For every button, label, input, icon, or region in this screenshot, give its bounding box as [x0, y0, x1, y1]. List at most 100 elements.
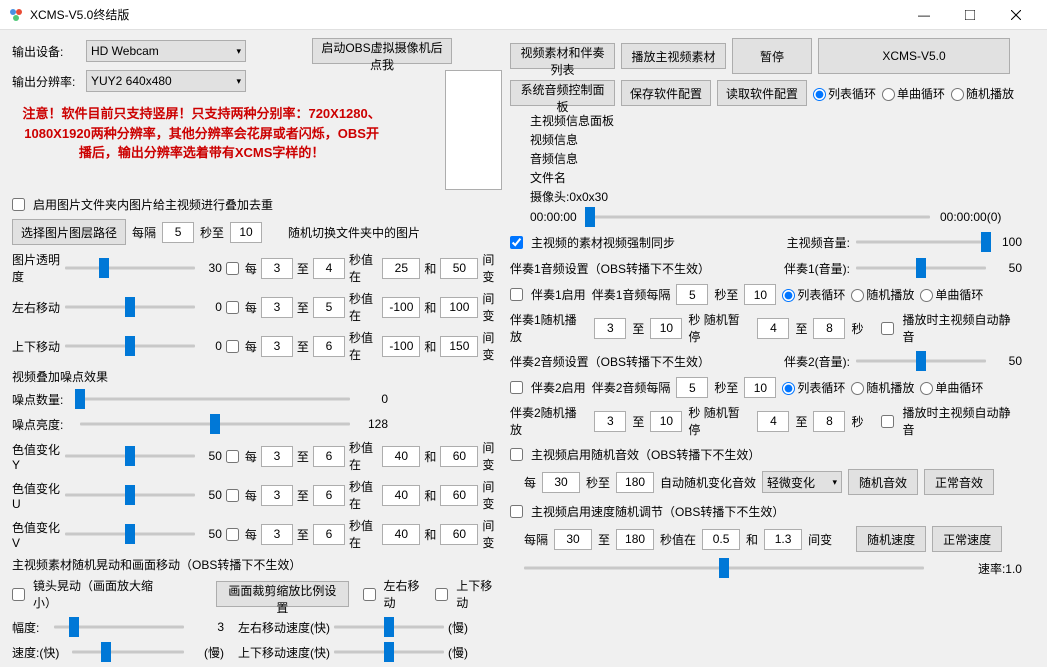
move-ud-check[interactable]	[435, 588, 448, 601]
t2a-input[interactable]	[676, 377, 708, 398]
r2b-input[interactable]	[313, 297, 345, 318]
loop-single-radio[interactable]: 单曲循环	[882, 85, 945, 102]
cu1-input[interactable]	[261, 485, 293, 506]
start-obs-button[interactable]: 启动OBS虚拟摄像机后点我	[312, 38, 452, 64]
t1-loop-rand-radio[interactable]: 随机播放	[851, 286, 914, 303]
t1-loop-single-radio[interactable]: 单曲循环	[920, 286, 983, 303]
lr-speed-slider[interactable]	[334, 617, 444, 637]
color-v-slider[interactable]	[65, 524, 195, 544]
cu-every-check[interactable]	[226, 489, 239, 502]
noise-bright-slider[interactable]	[80, 414, 350, 434]
cu3-input[interactable]	[382, 485, 420, 506]
t2-automute-check[interactable]	[881, 415, 894, 428]
play-main-button[interactable]: 播放主视频素材	[621, 43, 726, 69]
t1-automute-check[interactable]	[881, 322, 894, 335]
output-res-combo[interactable]: YUY2 640x480▾	[86, 70, 246, 92]
sp-d-input[interactable]	[764, 529, 802, 550]
r3d-input[interactable]	[440, 336, 478, 357]
sys-audio-button[interactable]: 系统音频控制面板	[510, 80, 615, 106]
cv4-input[interactable]	[440, 524, 478, 545]
r1b-input[interactable]	[313, 258, 345, 279]
moveud-slider[interactable]	[65, 336, 195, 356]
rate-slider[interactable]	[524, 558, 924, 578]
output-device-combo[interactable]: HD Webcam▾	[86, 40, 246, 62]
main-volume-slider[interactable]	[856, 232, 986, 252]
minimize-button[interactable]: —	[901, 0, 947, 30]
pause-button[interactable]: 暂停	[732, 38, 812, 74]
ud-speed-slider[interactable]	[334, 642, 444, 662]
t1-loop-list-radio[interactable]: 列表循环	[782, 286, 845, 303]
loop-list-radio[interactable]: 列表循环	[813, 85, 876, 102]
track1-vol-slider[interactable]	[856, 258, 986, 278]
speed-slider[interactable]	[72, 642, 184, 662]
r1d-input[interactable]	[440, 258, 478, 279]
color-y-slider[interactable]	[65, 446, 195, 466]
save-cfg-button[interactable]: 保存软件配置	[621, 80, 711, 106]
crop-scale-button[interactable]: 画面裁剪缩放比例设置	[216, 581, 348, 607]
t2r2-input[interactable]	[650, 411, 682, 432]
t2r1-input[interactable]	[594, 411, 626, 432]
sfx-b-input[interactable]	[616, 472, 654, 493]
cy-every-check[interactable]	[226, 450, 239, 463]
t2-loop-rand-radio[interactable]: 随机播放	[851, 379, 914, 396]
t1b-input[interactable]	[744, 284, 776, 305]
sfx-mode-combo[interactable]: 轻微变化▾	[762, 471, 842, 493]
t2-loop-list-radio[interactable]: 列表循环	[782, 379, 845, 396]
noise-count-slider[interactable]	[80, 389, 350, 409]
sp-b-input[interactable]	[616, 529, 654, 550]
cy3-input[interactable]	[382, 446, 420, 467]
r3b-input[interactable]	[313, 336, 345, 357]
t1a-input[interactable]	[676, 284, 708, 305]
r2a-input[interactable]	[261, 297, 293, 318]
cv3-input[interactable]	[382, 524, 420, 545]
r2d-input[interactable]	[440, 297, 478, 318]
rand-sfx-button[interactable]: 随机音效	[848, 469, 918, 495]
lens-shake-check[interactable]	[12, 588, 25, 601]
cv1-input[interactable]	[261, 524, 293, 545]
track1-enable-check[interactable]	[510, 288, 523, 301]
enable-img-folder-check[interactable]	[12, 198, 25, 211]
movelr-every-check[interactable]	[226, 301, 239, 314]
opacity-every-check[interactable]	[226, 262, 239, 275]
sfx-enable-check[interactable]	[510, 448, 523, 461]
moveud-every-check[interactable]	[226, 340, 239, 353]
t2b-input[interactable]	[744, 377, 776, 398]
t2-loop-single-radio[interactable]: 单曲循环	[920, 379, 983, 396]
t1p1-input[interactable]	[757, 318, 789, 339]
sp-a-input[interactable]	[554, 529, 592, 550]
color-u-slider[interactable]	[65, 485, 195, 505]
cy4-input[interactable]	[440, 446, 478, 467]
sp-c-input[interactable]	[702, 529, 740, 550]
choose-layer-path-button[interactable]: 选择图片图层路径	[12, 219, 126, 245]
cy2-input[interactable]	[313, 446, 345, 467]
t1r1-input[interactable]	[594, 318, 626, 339]
move-lr-check[interactable]	[363, 588, 376, 601]
t1r2-input[interactable]	[650, 318, 682, 339]
cv-every-check[interactable]	[226, 528, 239, 541]
sfx-a-input[interactable]	[542, 472, 580, 493]
amplitude-slider[interactable]	[54, 617, 184, 637]
track2-vol-slider[interactable]	[856, 351, 986, 371]
opacity-slider[interactable]	[65, 258, 195, 278]
normal-speed-button[interactable]: 正常速度	[932, 526, 1002, 552]
loop-random-radio[interactable]: 随机播放	[951, 85, 1014, 102]
cy1-input[interactable]	[261, 446, 293, 467]
r3c-input[interactable]	[382, 336, 420, 357]
cu4-input[interactable]	[440, 485, 478, 506]
speed-enable-check[interactable]	[510, 505, 523, 518]
close-button[interactable]	[993, 0, 1039, 30]
cv2-input[interactable]	[313, 524, 345, 545]
force-sync-check[interactable]	[510, 236, 523, 249]
progress-slider[interactable]	[590, 207, 930, 227]
rand-speed-button[interactable]: 随机速度	[856, 526, 926, 552]
maximize-button[interactable]	[947, 0, 993, 30]
r1a-input[interactable]	[261, 258, 293, 279]
t2p2-input[interactable]	[813, 411, 845, 432]
normal-sfx-button[interactable]: 正常音效	[924, 469, 994, 495]
interval-b-input[interactable]	[230, 222, 262, 243]
video-list-button[interactable]: 视频素材和伴奏列表	[510, 43, 615, 69]
movelr-slider[interactable]	[65, 297, 195, 317]
track2-enable-check[interactable]	[510, 381, 523, 394]
t1p2-input[interactable]	[813, 318, 845, 339]
r2c-input[interactable]	[382, 297, 420, 318]
